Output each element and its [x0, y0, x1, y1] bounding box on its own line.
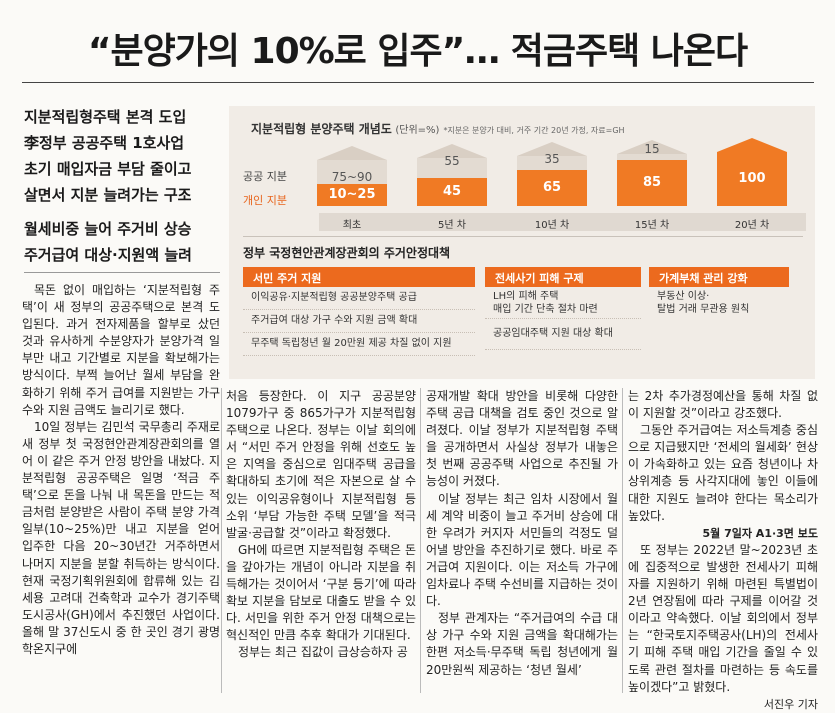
graphic-divider	[243, 236, 803, 237]
paragraph: 는 2차 추가경정예산을 통해 차질 없이 지원할 것”이라고 강조했다.	[628, 389, 818, 421]
timeline-bar	[319, 213, 806, 231]
paragraph: 공재개발 확대 방안을 비롯해 다양한 주택 공급 대책을 검토 중인 것으로 …	[426, 389, 618, 489]
article-column-4: 는 2차 추가경정예산을 통해 차질 없이 지원할 것”이라고 강조했다. 그동…	[628, 388, 818, 713]
subhead-3: 초기 매입자금 부담 줄이고	[24, 160, 192, 178]
individual-share-value: 45	[417, 178, 487, 206]
panel-housing-support: 서민 주거 지원 이익공유·지분적립형 공공분양주택 공급 주거급여 대상 가구…	[243, 267, 475, 356]
article-column-1: 목돈 없이 매입하는 ‘지분적립형 주택’이 새 정부의 공공주택으로 본격 도…	[22, 282, 220, 658]
infographic: 지분적립형 분양주택 개념도 (단위=%) *지분은 분양가 대비, 거주 기간 …	[229, 106, 815, 379]
public-share-value: 75~90	[331, 170, 373, 184]
individual-share-value: 10~25	[317, 184, 387, 206]
individual-share-value: 85	[617, 160, 687, 206]
paragraph: 정부는 최근 집값이 급상승하자 공	[238, 645, 408, 660]
house-stage-4: 15 85	[617, 140, 687, 206]
individual-share-value: 100	[717, 152, 787, 206]
panel-item: 이익공유·지분적립형 공공분양주택 공급	[243, 287, 475, 310]
house-roof	[517, 142, 587, 156]
panel-item: 무주택 독립청년 월 20만원 제공 차질 없이 지원	[243, 333, 475, 356]
graphic-title: 지분적립형 분양주택 개념도 (단위=%) *지분은 분양가 대비, 거주 기간 …	[251, 122, 625, 136]
public-share-value: 55	[444, 154, 460, 168]
subhead-6: 주거급여 대상·지원액 늘려	[24, 246, 192, 264]
house-roof	[417, 144, 487, 158]
paragraph: 또 정부는 2022년 말~2023년 초에 집중적으로 발생한 전세사기 피해…	[628, 542, 818, 694]
subhead-4: 살면서 지분 늘려가는 구조	[24, 186, 192, 204]
subhead-5: 월세비중 늘어 주거비 상승	[24, 220, 192, 238]
panel-header: 가계부채 관리 강화	[649, 267, 789, 287]
house-roof	[717, 138, 787, 152]
house-stage-5: 100	[717, 138, 787, 206]
headline-rule	[22, 82, 814, 83]
byline: 서진우 기자	[763, 697, 818, 711]
panel-header: 서민 주거 지원	[243, 267, 475, 287]
column-rule	[420, 388, 421, 693]
house-stage-2: 55 45	[417, 144, 487, 206]
subhead-rule	[24, 272, 220, 273]
paragraph: GH에 따르면 지분적립형 주택은 돈을 갚아가는 개념이 아니라 지분을 취득…	[226, 542, 416, 643]
paragraph: 이날 정부는 최근 임차 시장에서 월세 계약 비중이 늘고 주거비 상승에 대…	[426, 491, 618, 609]
house-roof	[317, 146, 387, 160]
article-column-3: 공재개발 확대 방안을 비롯해 다양한 주택 공급 대책을 검토 중인 것으로 …	[426, 388, 618, 679]
house-stage-3: 35 65	[517, 142, 587, 206]
panel-item: 공공임대주택 지원 대상 확대	[485, 319, 641, 350]
panel-item: LH의 피해 주택 매입 기간 단축 절차 마련	[485, 287, 641, 319]
timeline-label: 10년 차	[534, 220, 570, 231]
timeline-label: 5년 차	[438, 220, 466, 231]
paragraph: 10일 정부는 김민석 국무총리 주재로 새 정부 첫 국정현안관계장관회의를 …	[22, 419, 220, 656]
column-rule	[622, 388, 623, 693]
panel-item: 주거급여 대상 가구 수와 지원 금액 확대	[243, 310, 475, 333]
row-label-individual: 개인 지분	[243, 194, 287, 207]
policy-title: 정부 국정현안관계장관회의 주거안정대책	[243, 246, 451, 260]
subhead-1: 지분적립형주택 본격 도입	[24, 108, 187, 126]
panel-item: 부동산 이상· 탈법 거래 무관용 원칙	[657, 291, 750, 315]
subheads: 지분적립형주택 본격 도입 李정부 공공주택 1호사업 초기 매입자금 부담 줄…	[24, 104, 229, 268]
column-rule	[221, 388, 222, 693]
paragraph: 목돈 없이 매입하는 ‘지분적립형 주택’이 새 정부의 공공주택으로 본격 도…	[22, 283, 220, 417]
headline: “분양가의 10%로 입주”… 적금주택 나온다	[87, 31, 748, 72]
paragraph: 처음 등장한다. 이 지구 공공분양 1079가구 중 865가구가 지분적립형…	[226, 389, 416, 540]
row-label-public: 공공 지분	[243, 170, 287, 183]
public-share-value: 15	[644, 142, 660, 156]
timeline-label: 15년 차	[634, 220, 670, 231]
timeline-label: 최초	[342, 220, 362, 231]
paragraph: 정부 관계자는 “주거급여의 수급 대상 가구 수와 지원 금액을 확대해가는 …	[426, 611, 618, 677]
panel-header: 전세사기 피해 구제	[485, 267, 641, 287]
house-roof	[617, 140, 687, 154]
panel-household-debt: 가계부채 관리 강화 부동산 이상· 탈법 거래 무관용 원칙	[649, 267, 789, 318]
panel-fraud-relief: 전세사기 피해 구제 LH의 피해 주택 매입 기간 단축 절차 마련 공공임대…	[485, 267, 641, 350]
related-article-note: 5월 7일자 A1·3면 보도	[702, 526, 818, 540]
article-column-2: 처음 등장한다. 이 지구 공공분양 1079가구 중 865가구가 지분적립형…	[226, 388, 416, 662]
public-share-value: 35	[544, 152, 560, 166]
subhead-2: 李정부 공공주택 1호사업	[24, 134, 185, 152]
timeline-label: 20년 차	[734, 220, 770, 231]
individual-share-value: 65	[517, 170, 587, 206]
house-stage-1: 75~90 10~25	[317, 146, 387, 206]
paragraph: 그동안 주거급여는 저소득계층 중심으로 지급됐지만 ‘전세의 월세화’ 현상이…	[628, 423, 818, 523]
